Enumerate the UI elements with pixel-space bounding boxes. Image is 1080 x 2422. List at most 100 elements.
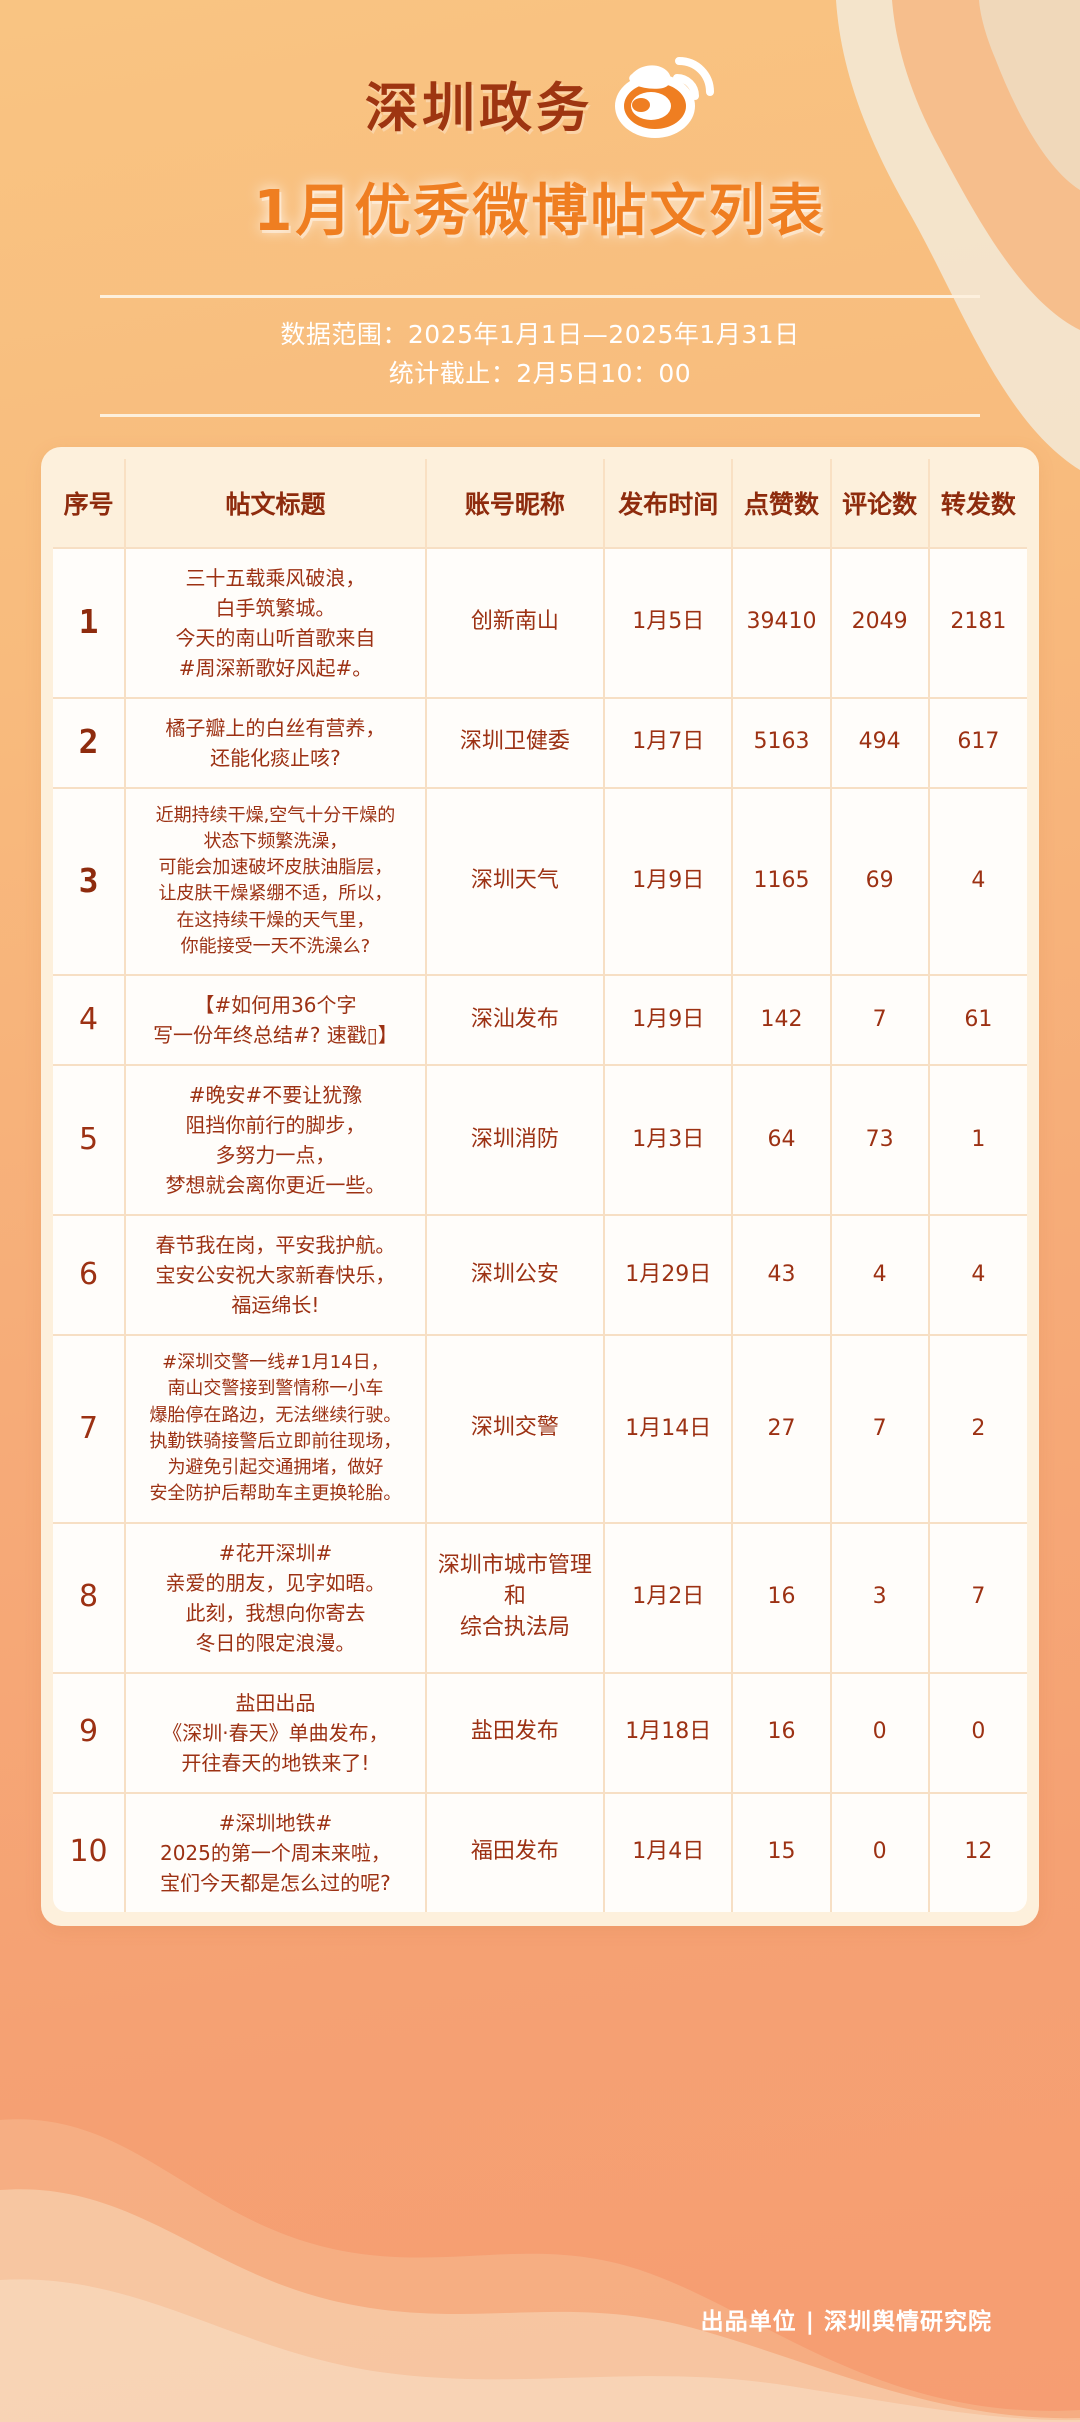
cell-likes: 16	[732, 1521, 832, 1673]
reposts-count: 1	[971, 1126, 986, 1152]
cell-date: 1月29日	[604, 1214, 734, 1336]
footer-credit: 出品单位 | 深圳舆情研究院	[700, 2309, 992, 2335]
cell-comments: 7	[830, 974, 930, 1066]
cell-comments: 7	[830, 1334, 930, 1523]
publish-date: 1月5日	[632, 609, 705, 635]
cell-account: 深圳市城市管理和 综合执法局	[425, 1521, 606, 1673]
cell-likes: 64	[732, 1064, 832, 1216]
cell-title: 春节我在岗，平安我护航。 宝安公安祝大家新春快乐， 福运绵长!	[125, 1214, 427, 1336]
likes-count: 5163	[753, 729, 810, 755]
cell-reposts: 1	[928, 1064, 1027, 1216]
column-header-title: 帖文标题	[125, 458, 427, 548]
rank-value: 2	[78, 722, 99, 762]
cell-title: 盐田出品 《深圳·春天》单曲发布， 开往春天的地铁来了!	[125, 1671, 427, 1793]
cell-rank: 1	[53, 546, 127, 698]
account-name: 福田发布	[470, 1839, 559, 1865]
account-name: 深圳消防	[470, 1126, 559, 1152]
table-header: 序号 帖文标题 账号昵称 发布时间 点赞数 评论数 转发数	[53, 458, 1027, 548]
cell-rank: 8	[53, 1521, 127, 1673]
account-name: 深圳卫健委	[459, 729, 570, 755]
cell-rank: 7	[53, 1334, 127, 1523]
table-row: 3 近期持续干燥,空气十分干燥的 状态下频繁洗澡， 可能会加速破坏皮肤油脂层， 让…	[53, 786, 1027, 976]
weibo-eye-icon	[615, 57, 714, 138]
column-header-account: 账号昵称	[425, 458, 606, 548]
cell-rank: 4	[53, 974, 127, 1066]
publish-date: 1月29日	[625, 1261, 712, 1287]
cell-reposts: 61	[928, 974, 1027, 1066]
likes-count: 39410	[746, 609, 817, 635]
post-title-text: #深圳地铁# 2025的第一个周末来啦， 宝们今天都是怎么过的呢?	[159, 1810, 391, 1895]
publish-date: 1月3日	[632, 1126, 705, 1152]
rank-value: 7	[79, 1410, 99, 1446]
page-subtitle: 1月优秀微博帖文列表	[253, 179, 827, 244]
post-title-text: #晚安#不要让犹豫 阻挡你前行的脚步， 多努力一点， 梦想就会离你更近一些。	[165, 1083, 386, 1198]
rank-value: 8	[79, 1579, 99, 1615]
cell-likes: 43	[732, 1214, 832, 1336]
cell-reposts: 617	[928, 696, 1027, 788]
publish-date: 1月9日	[632, 868, 705, 894]
cell-reposts: 2	[928, 1334, 1027, 1523]
cell-account: 深圳卫健委	[425, 696, 606, 788]
cell-likes: 27	[732, 1334, 832, 1523]
post-title-text: #花开深圳# 亲爱的朋友，见字如晤。 此刻，我想向你寄去 冬日的限定浪漫。	[165, 1540, 386, 1655]
cell-title: #晚安#不要让犹豫 阻挡你前行的脚步， 多努力一点， 梦想就会离你更近一些。	[125, 1064, 427, 1216]
column-header-date: 发布时间	[604, 458, 734, 548]
data-range-text: 数据范围：2025年1月1日—2025年1月31日	[280, 320, 800, 349]
reposts-count: 61	[964, 1006, 993, 1032]
table-row: 7 #深圳交警一线#1月14日， 南山交警接到警情称一小车 爆胎停在路边，无法继续…	[53, 1334, 1027, 1523]
cell-account: 盐田发布	[425, 1671, 606, 1793]
cell-date: 1月14日	[604, 1334, 734, 1523]
cell-comments: 69	[830, 786, 930, 976]
post-title-text: 春节我在岗，平安我护航。 宝安公安祝大家新春快乐， 福运绵长!	[155, 1233, 396, 1318]
table-row: 1 三十五载乘风破浪， 白手筑繁城。 今天的南山听首歌来自 #周深新歌好风起#。 创…	[53, 546, 1027, 698]
cell-date: 1月2日	[604, 1521, 734, 1673]
cell-rank: 2	[53, 696, 127, 788]
cell-account: 深圳公安	[425, 1214, 606, 1336]
account-name: 深汕发布	[470, 1006, 559, 1032]
reposts-count: 2	[971, 1415, 986, 1441]
post-title-text: 盐田出品 《深圳·春天》单曲发布， 开往春天的地铁来了!	[162, 1690, 389, 1775]
reposts-count: 4	[971, 868, 986, 894]
cell-title: 橘子瓣上的白丝有营养， 还能化痰止咳?	[125, 696, 427, 788]
publish-date: 1月2日	[632, 1584, 705, 1610]
cell-account: 深汕发布	[425, 974, 606, 1066]
reposts-count: 0	[971, 1719, 986, 1745]
footer: 出品单位 | 深圳舆情研究院	[0, 2302, 1080, 2336]
likes-count: 16	[767, 1719, 796, 1745]
cell-reposts: 7	[928, 1521, 1027, 1673]
likes-count: 142	[760, 1006, 803, 1032]
table-row: 8 #花开深圳# 亲爱的朋友，见字如晤。 此刻，我想向你寄去 冬日的限定浪漫。 深圳…	[53, 1521, 1027, 1673]
account-name: 深圳交警	[470, 1415, 559, 1441]
comments-count: 69	[865, 868, 894, 894]
page-title: 深圳政务	[365, 78, 593, 139]
cell-likes: 16	[732, 1671, 832, 1793]
cell-likes: 1165	[732, 786, 832, 976]
cell-comments: 0	[830, 1791, 930, 1912]
cell-comments: 73	[830, 1064, 930, 1216]
cell-account: 福田发布	[425, 1791, 606, 1912]
likes-count: 15	[767, 1839, 796, 1865]
comments-count: 7	[872, 1415, 887, 1441]
comments-count: 4	[872, 1261, 887, 1287]
rank-value: 10	[69, 1834, 108, 1870]
rank-value: 6	[79, 1256, 99, 1292]
table-row: 4 【#如何用36个字 写一份年终总结#? 速戳▯】 深汕发布 1月9日 142 7 61	[53, 974, 1027, 1066]
likes-count: 1165	[753, 868, 810, 894]
reposts-count: 2181	[950, 609, 1007, 635]
cell-likes: 15	[732, 1791, 832, 1912]
comments-count: 73	[865, 1126, 894, 1152]
comments-count: 0	[872, 1719, 887, 1745]
cell-title: 近期持续干燥,空气十分干燥的 状态下频繁洗澡， 可能会加速破坏皮肤油脂层， 让皮…	[125, 786, 427, 976]
table-row: 5 #晚安#不要让犹豫 阻挡你前行的脚步， 多努力一点， 梦想就会离你更近一些。 深…	[53, 1064, 1027, 1216]
post-title-text: #深圳交警一线#1月14日， 南山交警接到警情称一小车 爆胎停在路边，无法继续行…	[149, 1352, 402, 1505]
table-row: 2 橘子瓣上的白丝有营养， 还能化痰止咳? 深圳卫健委 1月7日 5163 494 617	[53, 696, 1027, 788]
cell-comments: 0	[830, 1671, 930, 1793]
publish-date: 1月9日	[632, 1006, 705, 1032]
cell-reposts: 4	[928, 1214, 1027, 1336]
account-name: 深圳市城市管理和 综合执法局	[437, 1553, 592, 1641]
publish-date: 1月18日	[625, 1719, 712, 1745]
post-title-text: 三十五载乘风破浪， 白手筑繁城。 今天的南山听首歌来自 #周深新歌好风起#。	[175, 565, 376, 680]
cell-likes: 142	[732, 974, 832, 1066]
likes-count: 64	[767, 1126, 796, 1152]
